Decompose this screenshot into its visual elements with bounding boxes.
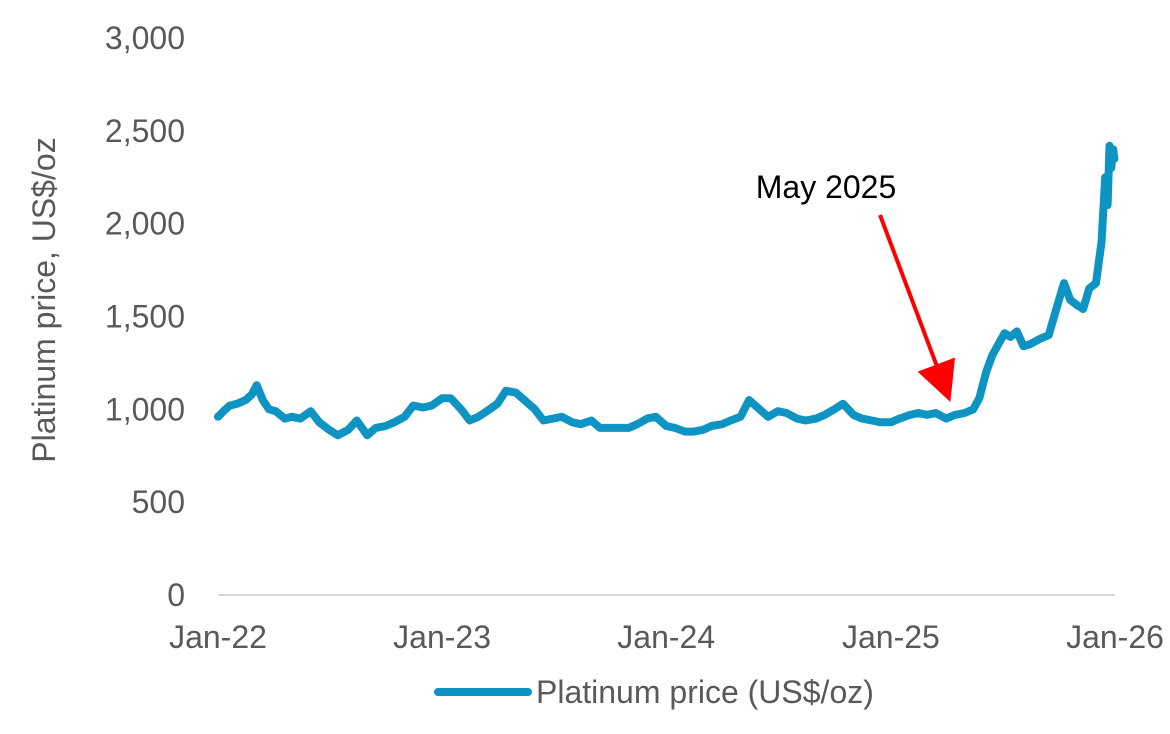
y-tick-label: 0 bbox=[167, 577, 185, 613]
platinum-price-series-line bbox=[214, 141, 1119, 440]
y-tick-label: 3,000 bbox=[105, 20, 185, 56]
y-tick-label: 2,000 bbox=[105, 206, 185, 242]
y-tick-label: 1,000 bbox=[105, 391, 185, 427]
annotation-label: May 2025 bbox=[756, 169, 897, 205]
x-tick-label: Jan-22 bbox=[169, 619, 267, 655]
y-axis-tick-labels: 0 500 1,000 1,500 2,000 2,500 3,000 bbox=[105, 20, 185, 613]
x-tick-label: Jan-26 bbox=[1066, 619, 1164, 655]
y-tick-label: 2,500 bbox=[105, 113, 185, 149]
x-tick-label: Jan-24 bbox=[617, 619, 715, 655]
legend: Platinum price (US$/oz) bbox=[434, 674, 874, 710]
may-2025-annotation: May 2025 bbox=[756, 169, 956, 402]
x-tick-label: Jan-25 bbox=[842, 619, 940, 655]
y-tick-label: 1,500 bbox=[105, 299, 185, 335]
legend-label: Platinum price (US$/oz) bbox=[536, 674, 874, 710]
y-axis-title: Platinum price, US$/oz bbox=[26, 137, 62, 462]
x-axis-tick-labels: Jan-22 Jan-23 Jan-24 Jan-25 Jan-26 bbox=[169, 619, 1164, 655]
y-tick-label: 500 bbox=[132, 484, 185, 520]
annotation-arrow bbox=[878, 214, 956, 402]
x-tick-label: Jan-23 bbox=[393, 619, 491, 655]
